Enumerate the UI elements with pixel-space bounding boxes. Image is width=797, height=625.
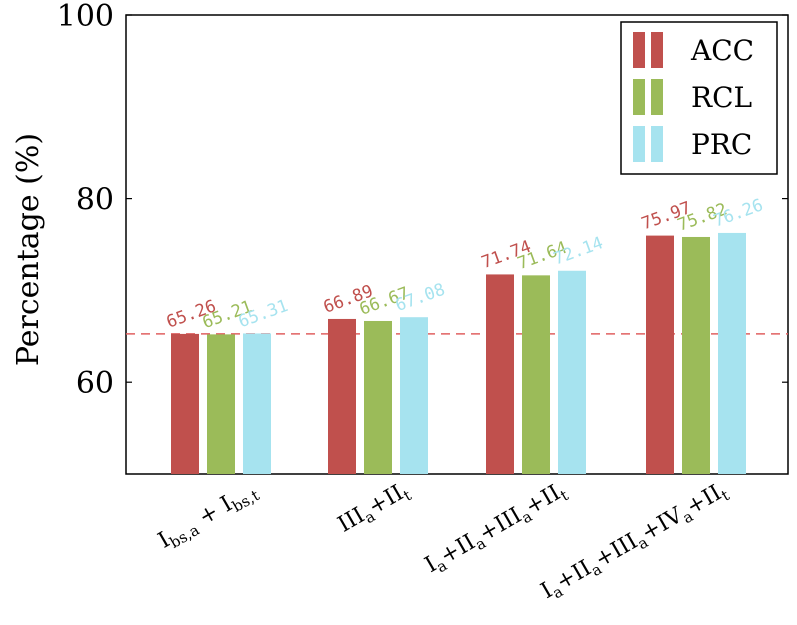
x-tick-label-2: Ia+IIa+IIIa+IIt xyxy=(421,478,572,581)
legend-label-rcl: RCL xyxy=(691,81,752,114)
bar-prc-3 xyxy=(718,232,746,474)
bar-prc-0 xyxy=(243,333,271,474)
bar-rcl-3 xyxy=(682,236,710,474)
y-tick-label-60: 60 xyxy=(76,366,114,401)
x-tick-label-0: Ibs,a + Ibs,t xyxy=(154,478,262,557)
legend-swatch-rcl xyxy=(633,79,645,115)
bar-prc-2 xyxy=(558,270,586,474)
legend-swatch2-rcl xyxy=(651,79,663,115)
legend-label-prc: PRC xyxy=(691,128,752,161)
legend-swatch2-acc xyxy=(651,32,663,68)
legend-swatch-prc xyxy=(633,126,645,162)
x-tick-label-1: IIIa+IIt xyxy=(334,478,415,541)
legend-label-acc: ACC xyxy=(690,34,754,67)
bar-acc-3 xyxy=(646,235,674,474)
legend-swatch-acc xyxy=(633,32,645,68)
plot-frame xyxy=(125,14,789,475)
bar-rcl-1 xyxy=(364,320,392,474)
y-tick-label-100: 100 xyxy=(57,0,114,34)
bar-rcl-2 xyxy=(522,275,550,474)
bar-rcl-0 xyxy=(207,334,235,474)
bar-acc-1 xyxy=(328,318,356,474)
bar-acc-0 xyxy=(171,333,199,474)
bar-acc-2 xyxy=(486,274,514,474)
bar-prc-1 xyxy=(400,317,428,474)
legend-swatch2-prc xyxy=(651,126,663,162)
legend-box xyxy=(620,21,778,175)
y-axis-label: Percentage (%) xyxy=(11,133,46,366)
y-tick-label-80: 80 xyxy=(76,183,114,218)
